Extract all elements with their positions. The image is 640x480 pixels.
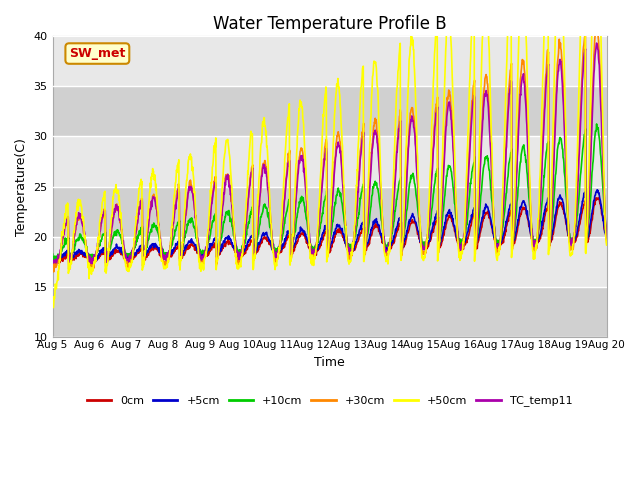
Legend: 0cm, +5cm, +10cm, +30cm, +50cm, TC_temp11: 0cm, +5cm, +10cm, +30cm, +50cm, TC_temp1…: [83, 391, 577, 411]
Y-axis label: Temperature(C): Temperature(C): [15, 138, 28, 236]
Bar: [52, 36, 607, 86]
Bar: [52, 187, 607, 237]
Bar: [52, 136, 607, 187]
Bar: [52, 287, 607, 337]
Title: Water Temperature Profile B: Water Temperature Profile B: [212, 15, 446, 33]
Text: SW_met: SW_met: [69, 47, 125, 60]
Bar: [52, 86, 607, 136]
Bar: [52, 237, 607, 287]
X-axis label: Time: Time: [314, 356, 345, 369]
